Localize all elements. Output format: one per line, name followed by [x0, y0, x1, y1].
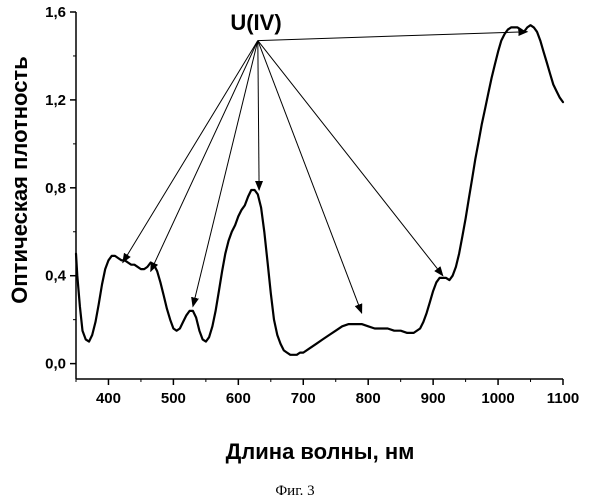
x-tick-label: 900: [421, 390, 446, 407]
x-tick-label: 400: [96, 390, 121, 407]
y-tick-label: 1,6: [45, 4, 66, 21]
figure-caption: Фиг. 3: [275, 483, 314, 499]
annotation-arrow: [151, 41, 258, 272]
annotation-arrow: [193, 41, 258, 307]
y-tick-label: 0,0: [45, 356, 66, 373]
y-axis-ticks: 0,0 0,4 0,8 1,2 1,6: [45, 4, 76, 373]
x-axis-title: Длина волны, нм: [226, 439, 415, 464]
annotation-arrow: [258, 32, 527, 41]
x-tick-label: 1000: [481, 390, 514, 407]
y-tick-label: 0,4: [45, 268, 67, 285]
annotation-arrow: [123, 41, 258, 263]
x-tick-label: 1100: [547, 390, 580, 407]
annotation-arrow: [258, 41, 259, 190]
x-axis-ticks: 400 500 600 700 800 900 1000 1100: [76, 379, 579, 407]
y-tick-label: 0,8: [45, 180, 66, 197]
annotation-arrow: [258, 41, 443, 276]
annotation-arrows: [123, 32, 528, 313]
y-tick-label: 1,2: [45, 92, 66, 109]
x-tick-label: 700: [291, 390, 316, 407]
x-tick-label: 600: [226, 390, 251, 407]
x-tick-label: 800: [356, 390, 381, 407]
spectrum-curve: [76, 25, 563, 355]
annotation-label: U(IV): [230, 10, 281, 35]
annotation-arrow: [258, 41, 362, 314]
y-axis-title: Оптическая плотность: [7, 56, 32, 303]
x-tick-label: 500: [161, 390, 186, 407]
